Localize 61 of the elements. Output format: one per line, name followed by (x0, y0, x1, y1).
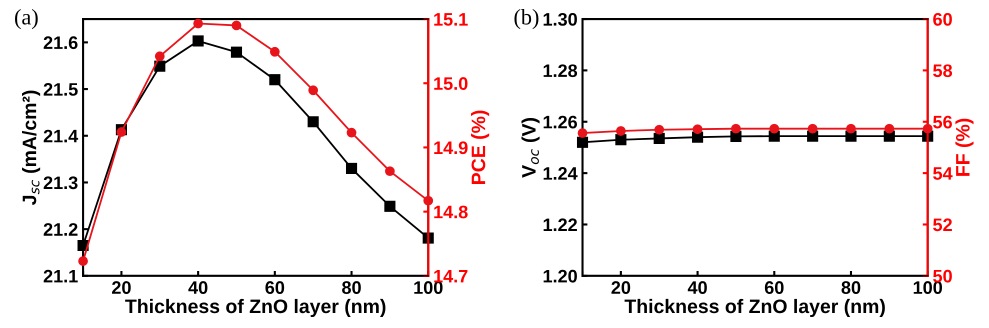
point (308, 116, 319, 128)
point (193, 18, 203, 28)
point (308, 85, 318, 96)
y2-tick-label: 58 (933, 64, 952, 78)
point (269, 74, 280, 86)
y2-tick-label: 60 (933, 12, 952, 26)
y2-tick-label: 14.9 (434, 141, 468, 154)
point (615, 134, 626, 146)
y-tick-label: 21.5 (44, 83, 78, 96)
y2-tick-label: 50 (933, 270, 952, 283)
y-axis-title: J$_{sc}$ (mA/cm²) (22, 90, 40, 206)
y2-tick-label: 14.8 (434, 206, 468, 218)
point (270, 46, 280, 57)
chart-title: (a) (15, 8, 38, 30)
y2-tick-label: 15.0 (434, 77, 468, 90)
x-axis-title: Thickness of ZnO layer (nm) (125, 298, 386, 318)
y2-tick-label: 52 (933, 218, 952, 232)
point (654, 132, 665, 144)
point (346, 162, 358, 174)
y-tick-label: 21.2 (44, 223, 78, 236)
point (78, 256, 88, 266)
point (192, 35, 204, 47)
point (423, 196, 434, 206)
y-tick-label: 1.22 (544, 218, 577, 232)
x-tick-label: 80 (342, 281, 361, 294)
x-tick-label: 40 (188, 281, 208, 294)
x-tick-label: 40 (688, 281, 707, 294)
y2-tick-label: 56 (933, 116, 952, 128)
x-tick-label: 20 (112, 281, 131, 294)
point (116, 127, 126, 137)
x-tick-label: 60 (265, 281, 284, 294)
y-tick-label: 21.1 (44, 270, 78, 282)
y-tick-label: 1.26 (544, 116, 578, 128)
x-tick-label: 20 (611, 281, 630, 294)
point (385, 166, 395, 176)
y-tick-label: 1.20 (544, 270, 577, 283)
point (154, 51, 165, 62)
point (384, 200, 396, 212)
x-tick-label: 60 (764, 281, 784, 294)
y2-axis-title: FF (%) (955, 118, 974, 176)
point (154, 60, 166, 72)
point (576, 136, 588, 148)
y-tick-label: 21.6 (44, 36, 78, 50)
y-tick-label: 21.3 (44, 176, 78, 190)
point (346, 128, 356, 138)
x-tick-label: 80 (842, 281, 860, 294)
y2-tick-label: 14.7 (434, 270, 468, 282)
x-tick-label: 100 (914, 281, 942, 294)
y-axis-title: V$_{oc}$ (V) (521, 118, 540, 178)
y-tick-label: 1.28 (544, 64, 578, 78)
y2-tick-label: 15.1 (434, 13, 468, 26)
x-tick-label: 100 (414, 281, 443, 294)
point (232, 20, 242, 30)
x-axis-title: Thickness of ZnO layer (nm) (624, 298, 885, 318)
chart-title: (b) (514, 8, 538, 30)
y2-axis-title: PCE (%) (471, 110, 490, 184)
point (230, 46, 242, 58)
y-tick-label: 21.4 (44, 130, 78, 142)
y-tick-label: 1.24 (544, 167, 578, 180)
y-tick-label: 1.30 (544, 12, 577, 26)
y2-tick-label: 54 (933, 167, 953, 180)
